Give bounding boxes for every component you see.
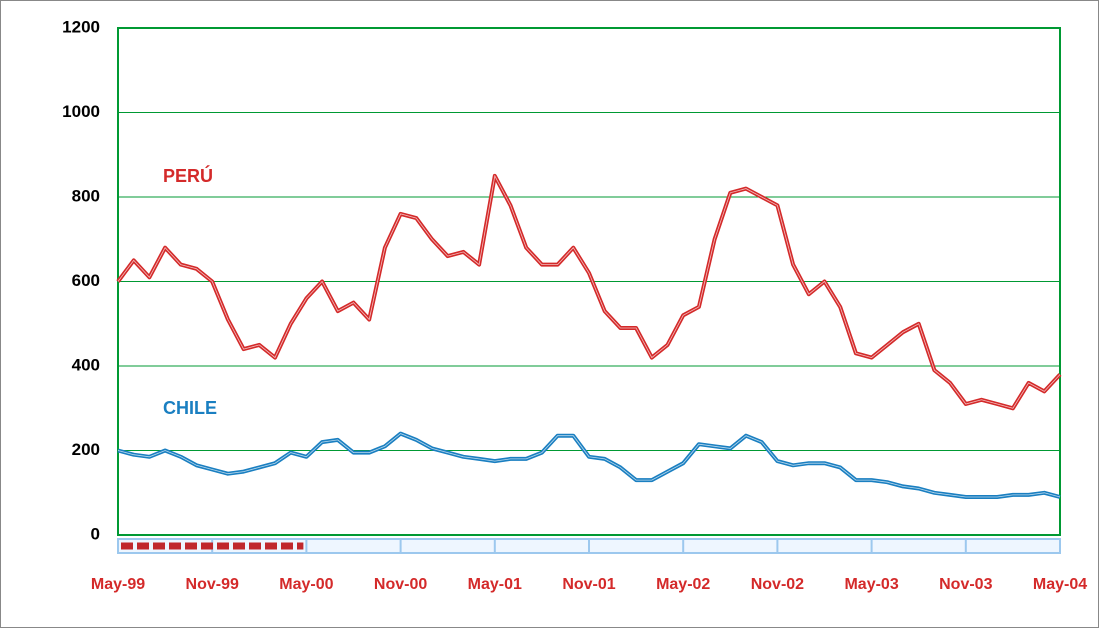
- x-tick-label: May-03: [844, 576, 898, 593]
- series-label: CHILE: [163, 398, 217, 418]
- x-tick-label: Nov-02: [751, 576, 804, 593]
- y-tick-label: 800: [72, 186, 100, 205]
- x-tick-label: May-99: [91, 576, 145, 593]
- x-tick-label: May-00: [279, 576, 333, 593]
- x-tick-label: Nov-01: [562, 576, 615, 593]
- x-tick-label: May-01: [468, 576, 522, 593]
- x-tick-label: Nov-99: [186, 576, 239, 593]
- x-tick-label: May-02: [656, 576, 710, 593]
- y-tick-label: 1200: [62, 17, 100, 36]
- y-tick-label: 200: [72, 440, 100, 459]
- y-tick-label: 1000: [62, 102, 100, 121]
- series-label: PERÚ: [163, 165, 213, 186]
- x-tick-label: Nov-03: [939, 576, 992, 593]
- x-tick-label: May-04: [1033, 576, 1087, 593]
- y-tick-label: 0: [91, 524, 100, 543]
- y-tick-label: 600: [72, 271, 100, 290]
- y-tick-label: 400: [72, 355, 100, 374]
- series-highlight: [117, 174, 1061, 409]
- series-highlight: [117, 433, 1061, 498]
- x-tick-label: Nov-00: [374, 576, 427, 593]
